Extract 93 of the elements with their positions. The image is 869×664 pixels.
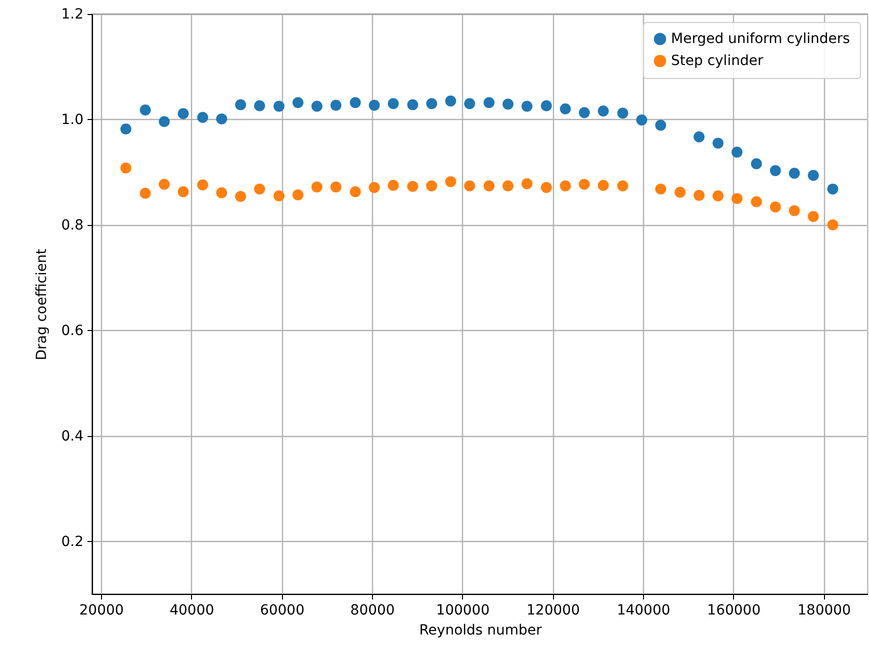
point (750, 158, 762, 170)
point (598, 106, 609, 116)
point (426, 180, 438, 192)
point (464, 98, 476, 110)
point (140, 104, 151, 116)
x-tick-label: 160000 (707, 602, 761, 618)
point (694, 131, 705, 142)
y-tick-label: 0.2 (61, 534, 84, 550)
point (808, 170, 819, 181)
x-tick-label: 120000 (526, 602, 580, 618)
point (484, 97, 495, 108)
y-tick-label: 1.2 (61, 6, 84, 22)
x-tick-label: 60000 (260, 602, 304, 618)
point (178, 186, 189, 198)
point (254, 184, 266, 195)
x-axis-title: Reynolds number (419, 622, 542, 638)
point (254, 100, 266, 112)
point (788, 168, 800, 179)
point (197, 112, 208, 123)
point (292, 189, 304, 200)
point (808, 211, 819, 222)
point (598, 180, 609, 191)
y-tick-label: 1.0 (61, 112, 84, 128)
x-tick-label: 40000 (170, 602, 214, 618)
point (426, 98, 438, 110)
legend-label: Step cylinder (671, 53, 764, 69)
point (178, 108, 189, 120)
y-tick-label: 0.8 (61, 217, 84, 234)
point (827, 219, 838, 230)
point (368, 182, 380, 193)
point (445, 96, 456, 106)
point (827, 184, 838, 195)
y-tick-label: 0.4 (61, 428, 84, 444)
point (407, 180, 418, 192)
point (694, 190, 705, 201)
point (788, 205, 800, 216)
point (617, 180, 628, 192)
point (292, 97, 304, 108)
point (311, 100, 322, 112)
point (578, 107, 590, 118)
point (388, 180, 399, 191)
point (770, 202, 781, 212)
x-tick-label: 80000 (350, 602, 395, 618)
x-tick-label: 180000 (798, 602, 851, 618)
y-axis-title: Drag coefficient (34, 248, 50, 360)
point (120, 162, 132, 174)
point (540, 182, 552, 193)
point (350, 97, 361, 108)
point (502, 180, 514, 192)
point (368, 100, 380, 111)
point (274, 190, 284, 202)
point (540, 100, 552, 112)
point (235, 190, 246, 202)
point (655, 120, 666, 131)
point (636, 114, 648, 126)
point (655, 184, 666, 195)
point (750, 196, 762, 208)
point (158, 178, 170, 190)
point (216, 187, 228, 198)
y-tick-label: 0.6 (61, 322, 84, 339)
point (732, 146, 742, 158)
point (235, 99, 246, 110)
point (502, 98, 514, 110)
point (522, 178, 532, 190)
point (350, 186, 361, 198)
x-tick-label: 140000 (616, 602, 670, 618)
point (311, 181, 322, 192)
point (484, 180, 495, 192)
point (712, 138, 724, 149)
point (330, 181, 342, 192)
point (197, 179, 208, 190)
point (216, 113, 228, 124)
point (464, 180, 476, 192)
point (560, 103, 571, 114)
legend-label: Merged uniform cylinders (671, 31, 850, 47)
point (732, 193, 742, 204)
point (578, 178, 590, 190)
point (407, 99, 418, 110)
point (274, 100, 284, 112)
x-tick-label: 100000 (436, 602, 490, 618)
point (158, 116, 170, 128)
point (522, 100, 532, 112)
point (120, 123, 132, 134)
point (770, 165, 781, 176)
point (617, 108, 628, 119)
point (445, 176, 456, 188)
point (712, 190, 724, 202)
point (330, 100, 342, 111)
point (388, 98, 399, 110)
point (560, 180, 571, 192)
point (674, 186, 686, 198)
point (140, 188, 151, 199)
x-tick-label: 20000 (79, 602, 124, 618)
